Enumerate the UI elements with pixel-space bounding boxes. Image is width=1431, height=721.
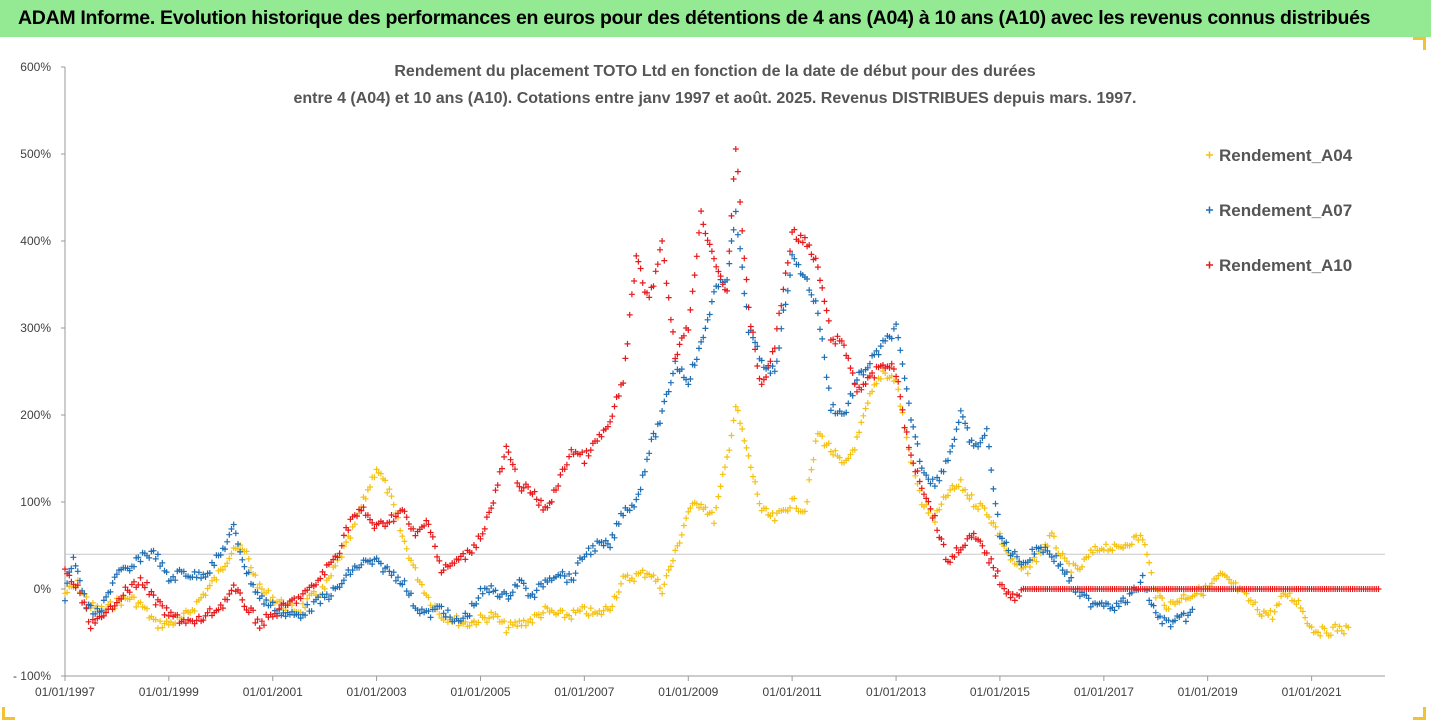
y-tick-label: - 100% xyxy=(13,669,51,683)
frame-corner-top-right xyxy=(1413,37,1426,50)
chart-title-line2: entre 4 (A04) et 10 ans (A10). Cotations… xyxy=(294,90,1137,107)
series-Rendement_A07 xyxy=(62,208,1196,630)
x-tick-label: 01/01/2005 xyxy=(451,685,511,699)
frame-corner-bottom-left xyxy=(2,707,15,720)
x-tick-label: 01/01/2001 xyxy=(243,685,303,699)
series-markers xyxy=(62,146,1382,632)
y-tick-label: 400% xyxy=(20,234,51,248)
series-Rendement_A04 xyxy=(62,368,1352,639)
legend-marker xyxy=(1206,206,1213,214)
series-Rendement_A10 xyxy=(62,146,1382,632)
legend-label: Rendement_A04 xyxy=(1219,146,1353,165)
x-tick-label: 01/01/2011 xyxy=(763,685,822,699)
series-markers xyxy=(62,208,1196,630)
legend-marker xyxy=(1206,261,1213,269)
x-tick-label: 01/01/1997 xyxy=(35,685,95,699)
y-tick-label: 100% xyxy=(20,495,51,509)
y-tick-label: 200% xyxy=(20,408,51,422)
legend-label: Rendement_A07 xyxy=(1219,201,1352,220)
x-tick-label: 01/01/2019 xyxy=(1178,685,1238,699)
x-tick-label: 01/01/2015 xyxy=(970,685,1030,699)
chart-title-background xyxy=(285,52,1185,110)
x-tick-label: 01/01/2021 xyxy=(1282,685,1342,699)
x-tick-label: 01/01/2003 xyxy=(347,685,407,699)
x-axis-labels: 01/01/1997 01/01/1999 01/01/2001 01/01/2003… xyxy=(35,685,1342,699)
banner-title: ADAM Informe. Evolution historique des p… xyxy=(0,0,1431,37)
x-tick-label: 01/01/2013 xyxy=(866,685,926,699)
x-tick-label: 01/01/2009 xyxy=(658,685,718,699)
y-tick-label: 500% xyxy=(20,147,51,161)
legend: Rendement_A04 Rendement_A07 Rendement_A10 xyxy=(1170,130,1385,300)
frame-corner-bottom-right xyxy=(1413,707,1426,720)
y-tick-label: 600% xyxy=(20,60,51,74)
legend-marker xyxy=(1206,151,1213,159)
series-markers xyxy=(62,368,1352,639)
x-tick-label: 01/01/1999 xyxy=(139,685,199,699)
chart-title-line1: Rendement du placement TOTO Ltd en fonct… xyxy=(394,63,1035,80)
y-axis-labels: 600% 500% 400% 300% 200% 100% 0% - 100% xyxy=(13,60,51,683)
x-tick-label: 01/01/2007 xyxy=(554,685,614,699)
gridlines xyxy=(61,66,1385,681)
data-markers xyxy=(62,146,1382,639)
y-tick-label: 0% xyxy=(34,582,52,596)
x-tick-label: 01/01/2017 xyxy=(1074,685,1134,699)
legend-background xyxy=(1170,130,1385,300)
legend-label: Rendement_A10 xyxy=(1219,256,1352,275)
y-tick-label: 300% xyxy=(20,321,51,335)
